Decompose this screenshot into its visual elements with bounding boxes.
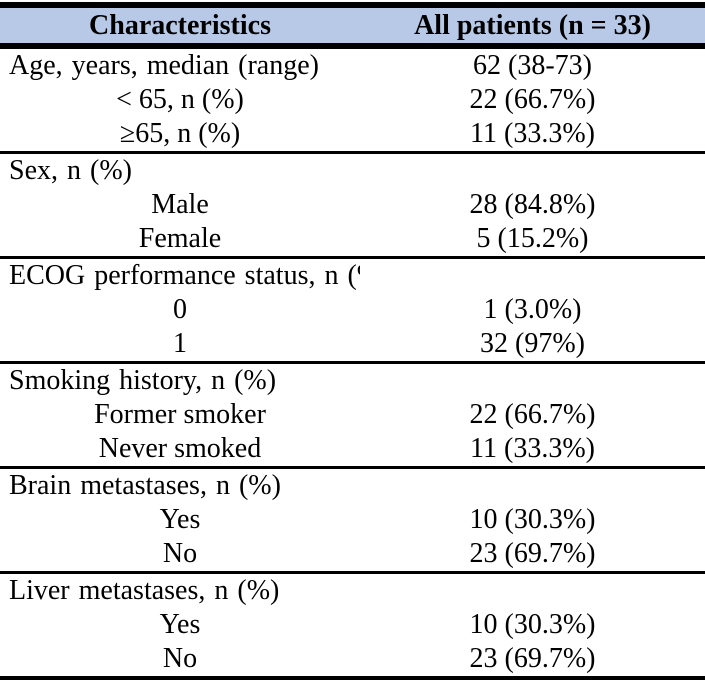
row-value: 32 (97%) <box>480 328 585 359</box>
row-label: Never smoked <box>98 433 262 464</box>
table-row: Former smoker 22 (66.7%) <box>0 398 705 432</box>
header-all-patients: All patients (n = 33) <box>414 10 651 41</box>
row-label: < 65, n (%) <box>116 84 244 115</box>
table-row: Female 5 (15.2%) <box>0 222 705 256</box>
row-value <box>360 154 705 188</box>
table-row: Yes 10 (30.3%) <box>0 608 705 642</box>
table-section: Age, years, median (range) 62 (38-73) < 65… <box>0 49 705 151</box>
table-row: Yes 10 (30.3%) <box>0 503 705 537</box>
row-value: 22 (66.7%) <box>469 399 596 430</box>
table-row: Male 28 (84.8%) <box>0 188 705 222</box>
row-value: 10 (30.3%) <box>469 504 596 535</box>
table-row: Sex, n (%) <box>0 154 705 188</box>
table-row: 1 32 (97%) <box>0 327 705 361</box>
table: Characteristics All patients (n = 33) Ag… <box>0 2 705 680</box>
table-row: Brain metastases, n (%) <box>0 469 705 503</box>
row-label: 1 <box>173 328 187 359</box>
row-label: Male <box>151 189 209 220</box>
table-row: No 23 (69.7%) <box>0 642 705 676</box>
table-section: Liver metastases, n (%) Yes 10 (30.3%) No 23… <box>0 571 705 676</box>
row-value: 22 (66.7%) <box>469 84 596 115</box>
table-row: 0 1 (3.0%) <box>0 293 705 327</box>
row-value: 23 (69.7%) <box>469 538 596 569</box>
row-value: 1 (3.0%) <box>483 294 582 325</box>
table-row: ≥65, n (%) 11 (33.3%) <box>0 117 705 151</box>
row-value: 11 (33.3%) <box>470 433 595 464</box>
row-label: Female <box>138 223 222 254</box>
row-value: 5 (15.2%) <box>476 223 589 254</box>
row-label: ≥65, n (%) <box>119 118 241 149</box>
header-characteristics: Characteristics <box>89 10 271 41</box>
row-label: ECOG performance status, n (%) <box>9 260 360 291</box>
row-value <box>360 364 705 398</box>
table-row: No 23 (69.7%) <box>0 537 705 571</box>
row-value <box>360 259 705 293</box>
row-label: 0 <box>173 294 187 325</box>
row-label: Age, years, median (range) <box>9 50 319 81</box>
row-value: 62 (38-73) <box>473 50 592 81</box>
row-label: No <box>162 538 198 569</box>
table-row: Smoking history, n (%) <box>0 364 705 398</box>
table-section: Sex, n (%) Male 28 (84.8%) Female 5 (15.2%) <box>0 151 705 256</box>
table-body: Age, years, median (range) 62 (38-73) < 65… <box>0 49 705 676</box>
row-label: No <box>162 643 198 674</box>
row-label: Smoking history, n (%) <box>9 365 277 396</box>
table-row: Liver metastases, n (%) <box>0 574 705 608</box>
row-value: 11 (33.3%) <box>470 118 595 149</box>
table-header-row: Characteristics All patients (n = 33) <box>0 2 705 49</box>
table-section: ECOG performance status, n (%) 0 1 (3.0%) 1… <box>0 256 705 361</box>
table-section: Brain metastases, n (%) Yes 10 (30.3%) No 23… <box>0 466 705 571</box>
table-row: Age, years, median (range) 62 (38-73) <box>0 49 705 83</box>
row-label: Yes <box>159 504 201 535</box>
row-value: 10 (30.3%) <box>469 609 596 640</box>
row-label: Liver metastases, n (%) <box>9 575 280 606</box>
table-bottom-rule <box>0 676 705 680</box>
row-label: Sex, n (%) <box>9 155 132 186</box>
table-row: ECOG performance status, n (%) <box>0 259 705 293</box>
row-label: Yes <box>159 609 201 640</box>
row-value: 28 (84.8%) <box>469 189 596 220</box>
row-value: 23 (69.7%) <box>469 643 596 674</box>
table-section: Smoking history, n (%) Former smoker 22 (6… <box>0 361 705 466</box>
table-row: Never smoked 11 (33.3%) <box>0 432 705 466</box>
row-value <box>360 574 705 608</box>
row-value <box>360 469 705 503</box>
row-label: Brain metastases, n (%) <box>9 470 281 501</box>
table-row: < 65, n (%) 22 (66.7%) <box>0 83 705 117</box>
row-label: Former smoker <box>94 399 266 430</box>
